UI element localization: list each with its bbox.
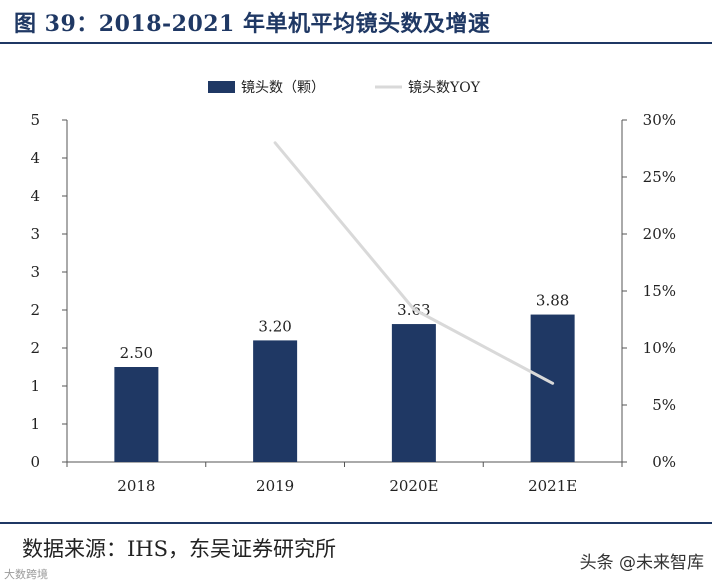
right-tick-label: 15% <box>643 282 676 300</box>
chart: 0 1 1 2 2 3 3 4 4 5 0% 5% 10% 15% 20% 25% 30% 2.50 2018 3.2… <box>30 80 676 495</box>
bar-value-label: 2.50 <box>120 344 153 362</box>
left-tick-label: 2 <box>30 339 40 357</box>
bar <box>114 367 159 462</box>
bar <box>530 314 575 462</box>
left-tick-label: 3 <box>30 263 40 281</box>
left-tick-label: 4 <box>30 187 40 205</box>
left-tick-label: 1 <box>30 415 40 433</box>
x-tick-label: 2020E <box>389 477 438 495</box>
left-tick-label: 4 <box>30 149 40 167</box>
title-rule <box>0 42 712 44</box>
left-tick-label: 1 <box>30 377 40 395</box>
right-tick-label: 25% <box>643 168 676 186</box>
right-tick-label: 10% <box>643 339 676 357</box>
right-tick-label: 30% <box>643 111 676 129</box>
bar-value-label: 3.20 <box>258 317 291 335</box>
x-tick-label: 2018 <box>117 477 155 495</box>
left-tick-label: 5 <box>30 111 40 129</box>
watermark-right: 头条 @未来智库 <box>579 553 704 573</box>
x-tick-label: 2021E <box>528 477 577 495</box>
bar <box>391 324 436 462</box>
yoy-line <box>273 141 555 385</box>
bar-value-label: 3.88 <box>536 292 569 310</box>
right-tick-label: 20% <box>643 225 676 243</box>
legend-bar-swatch <box>208 81 235 93</box>
legend-line-label: 镜头数YOY <box>408 80 481 96</box>
left-tick-label: 3 <box>30 225 40 243</box>
right-tick-label: 0% <box>652 453 676 471</box>
left-tick-label: 0 <box>30 453 40 471</box>
bar <box>253 340 298 462</box>
watermark-left: 大数跨境 <box>4 568 48 581</box>
source-rule <box>0 522 712 524</box>
x-tick-label: 2019 <box>256 477 294 495</box>
left-tick-label: 2 <box>30 301 40 319</box>
source-note: 数据来源：IHS，东吴证券研究所 <box>22 537 336 561</box>
figure-title: 图 39：2018-2021 年单机平均镜头数及增速 <box>14 11 491 37</box>
right-tick-label: 5% <box>652 396 676 414</box>
legend-bar-label: 镜头数（颗） <box>241 80 325 96</box>
